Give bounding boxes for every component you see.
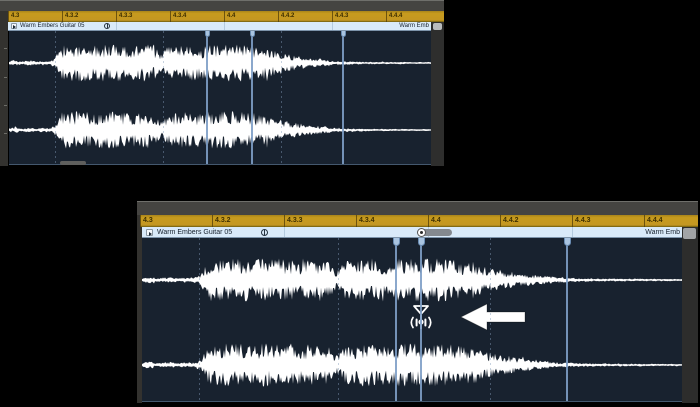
ruler-label: 4.3.3 [119, 13, 133, 19]
header-grid-line [224, 22, 225, 30]
ruler-label: 4.4.3 [575, 217, 591, 224]
region-header[interactable]: Warm Embers Guitar 05 Warm Emb [8, 22, 431, 31]
region-name: Warm Embers Guitar 05 [157, 229, 233, 236]
left-gutter [137, 215, 142, 403]
flex-marker-handle[interactable] [417, 238, 425, 246]
right-gutter [431, 22, 444, 166]
ruler-label: 4.4.3 [335, 13, 349, 19]
ruler-tick [212, 215, 213, 227]
ruler-tick [428, 215, 429, 227]
header-grid-line [572, 227, 573, 237]
region-disclosure-box[interactable] [11, 23, 17, 29]
transient-marker-line[interactable] [490, 238, 491, 401]
flex-drag-range-pill[interactable] [421, 229, 452, 236]
audio-editor-panel-before: 4.3 4.3.2 4.3.3 4.3.4 4.4 4.4.2 4.4.3 4.4.4 War… [0, 0, 444, 166]
ruler-tick [500, 215, 501, 227]
play-icon [148, 231, 152, 236]
stereo-waveform [9, 44, 431, 149]
ruler-label: 4.4.4 [389, 13, 403, 19]
transient-marker-line[interactable] [199, 238, 200, 401]
right-gutter [682, 227, 698, 403]
audio-editor-panel-after: 4.3 4.3.2 4.3.3 4.3.4 4.4 4.4.2 4.4.3 4.4.4 War… [137, 201, 698, 403]
ruler-tick [572, 215, 573, 227]
ruler-label: 4.3.2 [65, 13, 79, 19]
flex-marker-handle[interactable] [204, 31, 210, 37]
scrollbar-corner[interactable] [683, 228, 696, 239]
bar-ruler[interactable]: 4.3 4.3.2 4.3.3 4.3.4 4.4 4.4.2 4.4.3 4.4.4 [8, 11, 444, 22]
ruler-tick [386, 11, 387, 22]
ruler-label: 4.3 [11, 13, 20, 19]
flex-drag-handle[interactable] [416, 228, 426, 237]
flex-marker-line[interactable] [342, 31, 344, 164]
play-icon [13, 25, 16, 29]
region-name: Warm Embers Guitar 05 [20, 23, 85, 29]
annotation-arrow-left-icon [460, 303, 526, 331]
window-chrome-bar [137, 201, 698, 215]
flex-badge-icon [104, 23, 110, 29]
flex-badge-icon [261, 229, 268, 236]
ruler-label: 4.4.4 [647, 217, 663, 224]
left-gutter [0, 11, 8, 166]
ruler-tick [284, 215, 285, 227]
ruler-label: 4.3.2 [215, 217, 231, 224]
header-grid-line [332, 22, 333, 30]
region-disclosure-box[interactable] [146, 229, 153, 236]
header-grid-line [116, 22, 117, 30]
ruler-tick [224, 11, 225, 22]
ruler-tick [356, 215, 357, 227]
waveform-region[interactable] [9, 31, 431, 165]
ruler-tick [332, 11, 333, 22]
flex-marker-handle[interactable] [340, 31, 346, 37]
ruler-label: 4.4 [227, 13, 236, 19]
transient-marker-line[interactable] [163, 31, 164, 164]
ruler-label: 4.3.4 [359, 217, 375, 224]
ruler-label: 4.3.4 [173, 13, 187, 19]
flex-marker-line[interactable] [206, 31, 208, 164]
ruler-label: 4.4 [431, 217, 441, 224]
window-chrome-bar [0, 0, 444, 11]
region-header[interactable]: Warm Embers Guitar 05 Warm Emb [142, 227, 682, 238]
ruler-tick [278, 11, 279, 22]
ruler-label: 4.4.2 [503, 217, 519, 224]
ruler-label: 4.4.2 [281, 13, 295, 19]
flex-marker-line[interactable] [251, 31, 253, 164]
flex-marker-line[interactable] [566, 238, 568, 401]
bar-ruler[interactable]: 4.3 4.3.2 4.3.3 4.3.4 4.4 4.4.2 4.4.3 4.4.4 [140, 215, 698, 227]
flex-marker-line[interactable] [395, 238, 397, 401]
scrollbar-corner[interactable] [433, 23, 442, 30]
waveform-region[interactable] [142, 238, 682, 402]
transient-marker-line[interactable] [338, 238, 339, 401]
transient-marker-line[interactable] [55, 31, 56, 164]
flex-marker-handle[interactable] [249, 31, 255, 37]
ruler-tick [644, 215, 645, 227]
ruler-tick [170, 11, 171, 22]
next-region-name: Warm Emb [399, 23, 429, 29]
ruler-tick [8, 11, 9, 22]
flex-marker-handle[interactable] [563, 238, 571, 246]
flex-marker-line[interactable] [420, 238, 422, 401]
ruler-label: 4.3 [143, 217, 153, 224]
ruler-tick [140, 215, 141, 227]
stereo-waveform [142, 258, 682, 387]
ruler-tick [116, 11, 117, 22]
header-grid-line [284, 227, 285, 237]
horizontal-scrollbar[interactable] [60, 161, 86, 165]
ruler-tick [62, 11, 63, 22]
next-region-name: Warm Emb [645, 229, 680, 236]
ruler-label: 4.3.3 [287, 217, 303, 224]
flex-marker-handle[interactable] [392, 238, 400, 246]
transient-marker-line[interactable] [281, 31, 282, 164]
